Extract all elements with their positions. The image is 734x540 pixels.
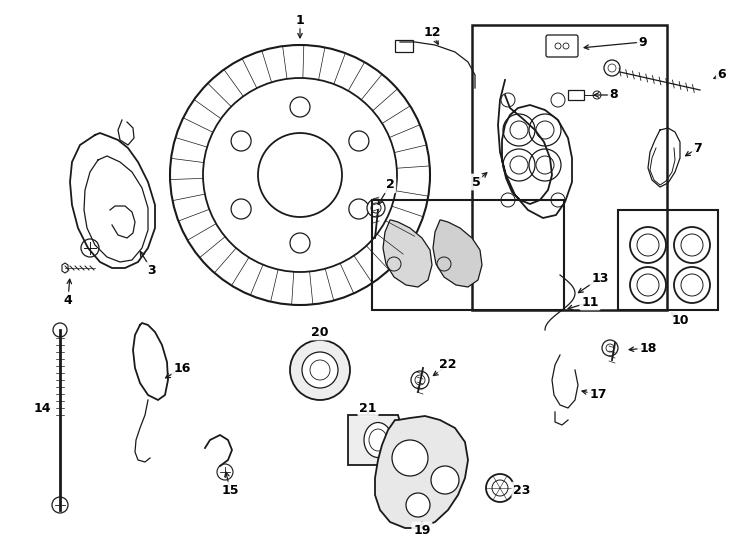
Text: 12: 12 (424, 25, 440, 38)
Circle shape (392, 440, 428, 476)
Polygon shape (375, 416, 468, 528)
Circle shape (406, 493, 430, 517)
Circle shape (302, 352, 338, 388)
Circle shape (431, 466, 459, 494)
Text: 4: 4 (64, 294, 73, 307)
Circle shape (367, 199, 385, 217)
Text: 18: 18 (639, 341, 657, 354)
Circle shape (52, 497, 68, 513)
Circle shape (290, 340, 350, 400)
Ellipse shape (364, 422, 392, 457)
FancyBboxPatch shape (546, 35, 578, 57)
Text: 8: 8 (610, 89, 618, 102)
Polygon shape (62, 263, 68, 273)
Text: 19: 19 (413, 523, 431, 537)
Circle shape (411, 371, 429, 389)
Text: 5: 5 (472, 176, 480, 188)
Bar (618, 210, 718, 310)
Text: 6: 6 (718, 69, 727, 82)
Text: 15: 15 (221, 483, 239, 496)
Text: 9: 9 (639, 36, 647, 49)
Text: 2: 2 (385, 179, 394, 192)
Text: 22: 22 (439, 359, 457, 372)
Text: 23: 23 (513, 483, 531, 496)
Bar (395, 40, 413, 52)
Circle shape (53, 323, 67, 337)
Bar (568, 90, 584, 100)
Text: 20: 20 (311, 326, 329, 339)
Text: 7: 7 (694, 141, 702, 154)
Circle shape (604, 60, 620, 76)
Text: 17: 17 (589, 388, 607, 402)
Text: 11: 11 (581, 295, 599, 308)
Circle shape (486, 474, 514, 502)
Polygon shape (348, 415, 408, 465)
Text: 14: 14 (33, 402, 51, 415)
Bar (472, 25, 667, 310)
Text: 1: 1 (296, 14, 305, 26)
Polygon shape (383, 220, 432, 287)
Circle shape (217, 464, 233, 480)
Polygon shape (433, 220, 482, 287)
Text: 10: 10 (672, 314, 688, 327)
Text: 16: 16 (173, 361, 191, 375)
Bar (372, 200, 564, 310)
Text: 3: 3 (148, 264, 156, 276)
Text: 13: 13 (592, 272, 608, 285)
Text: 21: 21 (359, 402, 377, 415)
Circle shape (602, 340, 618, 356)
